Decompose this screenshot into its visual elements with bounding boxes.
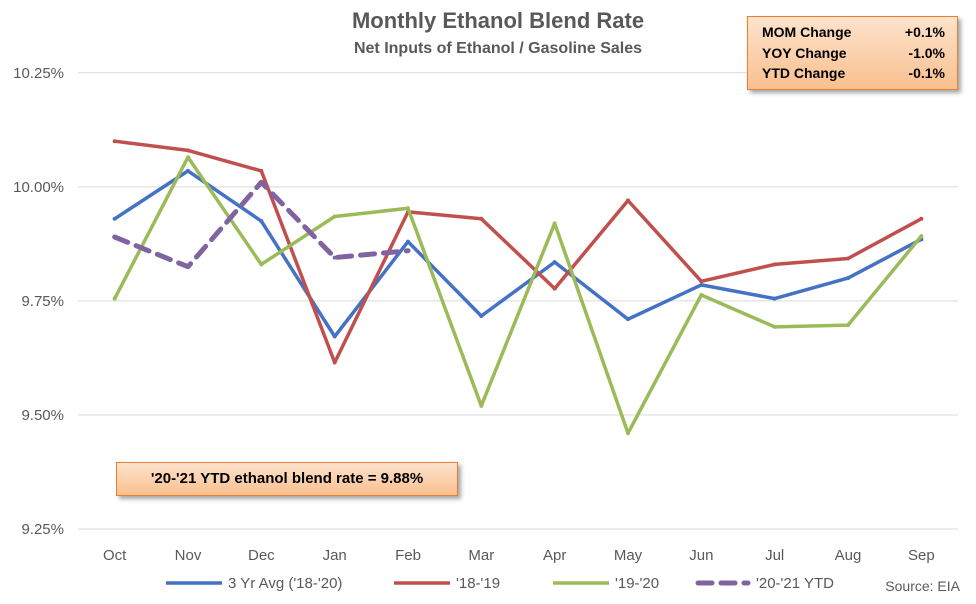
data-point	[919, 234, 924, 239]
x-tick-label: May	[614, 547, 643, 564]
data-point	[699, 292, 704, 297]
legend-label: '20-'21 YTD	[756, 575, 834, 592]
data-point	[406, 239, 410, 244]
data-point	[479, 216, 484, 221]
stat-label: MOM Change	[762, 24, 852, 40]
data-point	[186, 148, 190, 153]
data-point	[112, 235, 117, 240]
data-point	[332, 214, 337, 219]
data-point	[406, 248, 410, 253]
data-point	[846, 276, 850, 281]
data-point	[919, 216, 924, 221]
data-point	[186, 264, 190, 269]
data-point	[186, 155, 190, 160]
data-point	[699, 279, 704, 284]
series-line-1	[114, 139, 923, 365]
legend: 3 Yr Avg ('18-'20) '18-'19 '19-'20 '20-'21 …	[166, 575, 834, 592]
data-point	[259, 262, 264, 267]
x-tick-label: Sep	[908, 547, 935, 564]
data-point	[626, 198, 630, 203]
data-point	[259, 219, 264, 224]
x-tick-label: Feb	[395, 547, 421, 564]
data-point	[112, 139, 117, 144]
stat-value: -1.0%	[908, 44, 945, 61]
y-tick-label: 10.25%	[13, 65, 64, 82]
y-tick-label: 9.50%	[21, 407, 64, 424]
series-line-0	[113, 169, 923, 339]
stat-label: YTD Change	[762, 65, 846, 81]
data-point	[259, 180, 264, 185]
chart-subtitle: Net Inputs of Ethanol / Gasoline Sales	[353, 40, 643, 57]
x-tick-label: Apr	[543, 547, 566, 564]
data-point	[552, 286, 557, 291]
data-point	[186, 168, 190, 173]
data-point	[332, 255, 337, 260]
data-point	[846, 256, 850, 261]
stat-row-yoy: YOY Change -1.0%	[762, 43, 945, 64]
stat-label: YOY Change	[762, 44, 847, 61]
legend-label: '18-'19	[456, 575, 500, 592]
data-point	[626, 317, 630, 322]
series-line-3	[112, 179, 411, 270]
data-point	[626, 431, 630, 436]
data-point	[332, 360, 337, 365]
data-point	[479, 313, 484, 318]
y-tick-label: 9.25%	[21, 521, 64, 538]
data-point	[332, 334, 337, 339]
stat-value: +0.1%	[904, 24, 945, 40]
y-tick-label: 9.75%	[21, 293, 64, 310]
chart-title: Monthly Ethanol Blend Rate	[351, 8, 645, 33]
x-tick-label: Dec	[248, 547, 275, 564]
y-tick-label: 10.00%	[13, 179, 64, 196]
source-label: Source: EIA	[885, 578, 960, 594]
legend-label: '19-'20	[615, 575, 659, 592]
series-lines	[112, 139, 924, 436]
x-tick-label: Jun	[689, 547, 713, 564]
data-point	[772, 296, 777, 301]
x-tick-label: Jul	[765, 547, 784, 564]
stat-value: -0.1%	[908, 65, 945, 81]
stat-row-mom: MOM Change +0.1%	[762, 22, 945, 43]
x-tick-label: Aug	[835, 547, 862, 564]
x-tick-label: Oct	[103, 547, 127, 564]
data-point	[406, 206, 410, 211]
data-point	[846, 323, 850, 328]
data-point	[772, 262, 777, 267]
data-point	[479, 403, 484, 408]
series-line-2	[113, 155, 923, 435]
data-point	[259, 168, 264, 173]
data-point	[112, 216, 117, 221]
stat-row-ytd: YTD Change -0.1%	[762, 63, 945, 84]
data-point	[112, 296, 117, 301]
data-point	[552, 221, 557, 226]
x-axis-ticks: Oct Nov Dec Jan Feb Mar Apr May Jun Jul Aug Sep	[103, 547, 935, 564]
x-tick-label: Mar	[468, 547, 494, 564]
ytd-note-box: '20-'21 YTD ethanol blend rate = 9.88%	[116, 462, 458, 496]
change-stats-box: MOM Change +0.1% YOY Change -1.0% YTD Ch…	[747, 16, 958, 90]
legend-label: 3 Yr Avg ('18-'20)	[228, 575, 342, 592]
data-point	[699, 282, 704, 287]
data-point	[772, 324, 777, 329]
gridlines	[78, 72, 958, 530]
y-axis-ticks: 9.25% 9.50% 9.75% 10.00% 10.25%	[13, 65, 64, 538]
x-tick-label: Nov	[175, 547, 202, 564]
x-tick-label: Jan	[323, 547, 347, 564]
data-point	[552, 260, 557, 265]
